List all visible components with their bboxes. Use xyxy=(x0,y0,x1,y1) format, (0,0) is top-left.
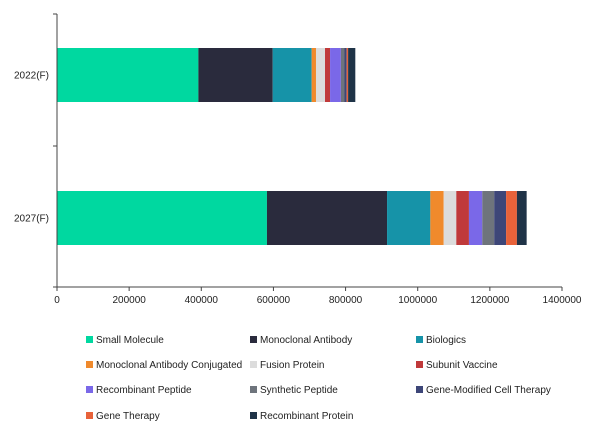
bar-segment-2022-f--1 xyxy=(198,48,273,102)
legend-label: Gene Therapy xyxy=(96,411,160,422)
x-tick-label: 800000 xyxy=(329,295,363,306)
bar-segment-2022-f--4 xyxy=(315,48,326,102)
bar-segment-2027-f--4 xyxy=(443,191,457,245)
legend-swatch xyxy=(250,386,257,393)
legend-swatch xyxy=(416,336,423,343)
legend-swatch xyxy=(250,412,257,419)
bar-segment-2027-f--10 xyxy=(516,191,527,245)
legend-swatch xyxy=(86,336,93,343)
bar-segment-2027-f--3 xyxy=(430,191,444,245)
bar-segment-2022-f--10 xyxy=(348,48,356,102)
legend-swatch xyxy=(416,386,423,393)
legend-label: Biologics xyxy=(426,335,466,346)
legend-swatch xyxy=(250,361,257,368)
bar-segment-2027-f--1 xyxy=(266,191,388,245)
y-category-label: 2022(F) xyxy=(14,71,49,82)
bar-segment-2027-f--0 xyxy=(57,191,267,245)
legend: Small Molecule Monoclonal Antibody Biologi… xyxy=(86,335,551,422)
x-tick-label: 1200000 xyxy=(470,295,509,306)
x-tick-label: 1400000 xyxy=(543,295,582,306)
bar-segment-2022-f--6 xyxy=(330,48,341,102)
legend-label: Monoclonal Antibody Conjugated xyxy=(96,360,242,371)
legend-label: Subunit Vaccine xyxy=(426,360,498,371)
bar-segment-2027-f--5 xyxy=(456,191,469,245)
bar-segment-2027-f--8 xyxy=(494,191,507,245)
bar-segment-2027-f--6 xyxy=(468,191,483,245)
legend-label: Synthetic Peptide xyxy=(260,385,338,396)
legend-label: Gene-Modified Cell Therapy xyxy=(426,385,551,396)
bar-segment-2022-f--2 xyxy=(272,48,312,102)
bars-layer xyxy=(57,48,527,245)
x-tick-label: 0 xyxy=(54,295,60,306)
legend-label: Small Molecule xyxy=(96,335,164,346)
legend-swatch xyxy=(86,386,93,393)
bar-segment-2027-f--9 xyxy=(506,191,517,245)
x-tick-label: 200000 xyxy=(112,295,146,306)
bar-segment-2022-f--5 xyxy=(325,48,331,102)
x-tick-label: 400000 xyxy=(185,295,219,306)
bar-segment-2022-f--8 xyxy=(344,48,347,102)
legend-label: Recombinant Peptide xyxy=(96,385,192,396)
y-category-label: 2027(F) xyxy=(14,214,49,225)
bar-segment-2027-f--7 xyxy=(482,191,495,245)
legend-swatch xyxy=(86,361,93,368)
bar-segment-2022-f--0 xyxy=(57,48,199,102)
legend-label: Monoclonal Antibody xyxy=(260,335,352,346)
bar-segment-2022-f--9 xyxy=(346,48,349,102)
legend-swatch xyxy=(86,412,93,419)
legend-swatch xyxy=(250,336,257,343)
legend-swatch xyxy=(416,361,423,368)
x-tick-label: 600000 xyxy=(257,295,291,306)
legend-label: Recombinant Protein xyxy=(260,411,353,422)
bar-segment-2027-f--2 xyxy=(387,191,431,245)
bar-segment-2022-f--3 xyxy=(311,48,316,102)
axes-layer: 2022(F) 2027(F) 0 200000 400000 600000 800000 1… xyxy=(14,13,582,306)
x-tick-label: 1000000 xyxy=(398,295,437,306)
legend-label: Fusion Protein xyxy=(260,360,324,371)
bar-segment-2022-f--7 xyxy=(340,48,345,102)
